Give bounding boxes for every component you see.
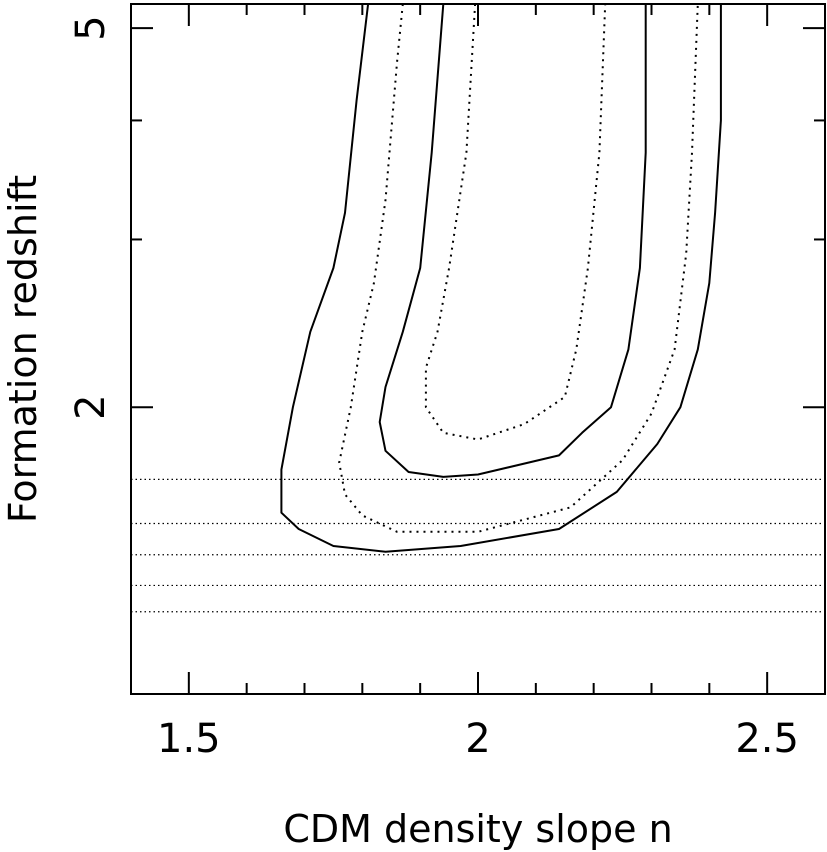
x-tick-label: 2	[465, 716, 490, 762]
x-tick-label: 2.5	[735, 716, 799, 762]
axis-ticks	[131, 4, 825, 694]
contour-dotted	[424, 4, 607, 441]
reference-lines	[131, 478, 825, 613]
y-tick-label: 5	[68, 15, 114, 40]
x-axis-label: CDM density slope n	[283, 807, 672, 851]
axis-tick-labels: 1.5 2 2.5 2 5	[68, 15, 799, 762]
y-tick-label: 2	[68, 394, 114, 419]
contour-solid	[280, 4, 722, 553]
contour-lines	[280, 4, 722, 553]
x-tick-label: 1.5	[157, 716, 221, 762]
y-axis-label: Formation redshift	[1, 175, 45, 523]
contour-dotted	[338, 4, 699, 533]
contour-solid	[378, 4, 647, 478]
